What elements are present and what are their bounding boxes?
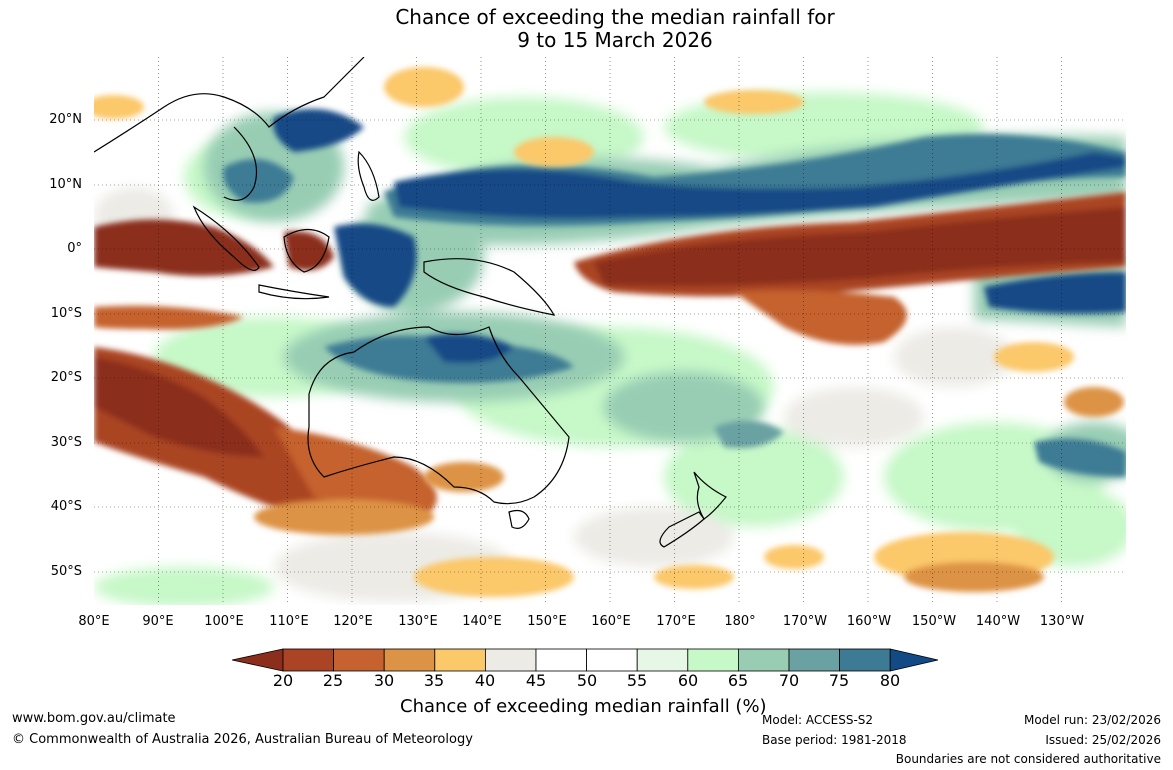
issued-date: Issued: 25/02/2026 (1045, 733, 1161, 747)
legend-colorbar (232, 648, 939, 672)
lon-label-80e: 80°E (78, 614, 110, 629)
legend-title: Chance of exceeding median rainfall (%) (400, 696, 767, 717)
legend-tick-30: 30 (373, 671, 395, 690)
website-link[interactable]: www.bom.gov.au/climate (12, 711, 176, 726)
legend-extension-high (889, 648, 939, 672)
legend-tick-55: 55 (626, 671, 648, 690)
copyright-text: © Commonwealth of Australia 2026, Austra… (12, 732, 473, 747)
moderate-dry-zones (94, 67, 1124, 597)
legend-swatch (737, 648, 790, 672)
legend-tick-75: 75 (828, 671, 850, 690)
sumatra-outline (192, 205, 260, 271)
legend-swatch (333, 648, 385, 672)
legend-swatch (535, 648, 587, 672)
lat-label-50s: 50°S (50, 564, 82, 579)
legend-swatch (636, 648, 689, 672)
base-period: Base period: 1981-2018 (762, 733, 907, 747)
legend-tick-45: 45 (525, 671, 547, 690)
lon-label-100e: 100°E (204, 614, 244, 629)
lon-label-120e: 120°E (333, 614, 373, 629)
legend-swatch (434, 648, 486, 672)
java-outline (258, 284, 330, 300)
wet-zones (223, 109, 1126, 477)
indochina-coast (223, 126, 258, 201)
legend-tick-35: 35 (423, 671, 445, 690)
legend-tick-25: 25 (322, 671, 344, 690)
lon-label-180: 180° (724, 614, 756, 629)
rainfall-map (94, 57, 1126, 605)
new-zealand-north-outline (693, 471, 727, 520)
boundaries-disclaimer: Boundaries are not considered authoritat… (895, 752, 1161, 766)
lat-label-equator: 0° (67, 241, 82, 256)
legend-swatch (687, 648, 739, 672)
lon-label-150w: 150°W (911, 614, 957, 629)
legend-tick-70: 70 (778, 671, 800, 690)
legend-swatch (282, 648, 334, 672)
legend-tick-20: 20 (272, 671, 294, 690)
lat-label-10n: 10°N (49, 177, 82, 192)
lon-label-90e: 90°E (142, 614, 174, 629)
model-name: Model: ACCESS-S2 (762, 713, 874, 727)
legend-tick-80: 80 (879, 671, 901, 690)
lat-label-20s: 20°S (50, 370, 82, 385)
legend-tick-50: 50 (576, 671, 598, 690)
gridlines (94, 57, 1126, 605)
legend-tick-65: 65 (727, 671, 749, 690)
lon-label-160w: 160°W (846, 614, 892, 629)
legend-swatch (484, 648, 537, 672)
lon-label-160e: 160°E (591, 614, 631, 629)
asia-coast (94, 57, 365, 153)
australia-outline (307, 326, 570, 505)
chart-title-line2: 9 to 15 March 2026 (517, 28, 713, 52)
new-zealand-south-outline (659, 511, 705, 548)
lon-label-140w: 140°W (975, 614, 1021, 629)
lon-label-130w: 130°W (1039, 614, 1085, 629)
model-run-date: Model run: 23/02/2026 (1023, 713, 1161, 727)
legend-tick-60: 60 (677, 671, 699, 690)
lat-label-30s: 30°S (50, 435, 82, 450)
legend-swatch (586, 648, 638, 672)
lon-label-140e: 140°E (462, 614, 502, 629)
borneo-outline (283, 228, 330, 273)
philippines-outline (357, 150, 380, 201)
tasmania-outline (508, 509, 530, 529)
chart-title-line1: Chance of exceeding the median rainfall … (395, 5, 835, 29)
legend-swatch (383, 648, 436, 672)
lon-label-130e: 130°E (398, 614, 438, 629)
coastlines (94, 57, 727, 548)
lat-label-20n: 20°N (49, 112, 82, 127)
legend-swatch (839, 648, 891, 672)
legend-tick-40: 40 (474, 671, 496, 690)
lon-label-170e: 170°E (656, 614, 696, 629)
lon-label-110e: 110°E (269, 614, 309, 629)
legend-extension-low (232, 648, 284, 672)
lat-label-10s: 10°S (50, 306, 82, 321)
legend-swatch (788, 648, 840, 672)
lon-label-170w: 170°W (782, 614, 828, 629)
lat-label-40s: 40°S (50, 499, 82, 514)
new-guinea-outline (423, 258, 556, 316)
lon-label-150e: 150°E (527, 614, 567, 629)
